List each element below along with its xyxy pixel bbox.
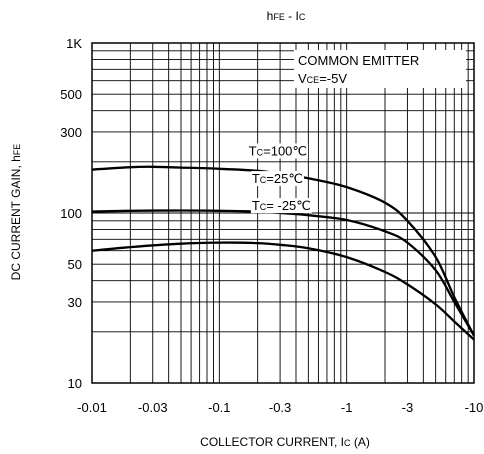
series-label: TC=25℃ [250, 171, 304, 187]
series-line [91, 241, 475, 341]
series-label-bg [250, 171, 304, 187]
y-tick-label: 10 [68, 376, 82, 391]
series-labels: TC=100℃ TC=25℃ TC= -25℃ [247, 143, 312, 214]
series-line [91, 209, 475, 337]
x-tick-label: -3 [402, 400, 414, 415]
conditions-box [294, 50, 466, 88]
y-tick-label: 100 [60, 206, 82, 221]
series-label-bg [247, 143, 309, 159]
y-tick-labels: 10 30 50 100 300 500 1K [60, 36, 82, 391]
conditions-line-1: COMMON EMITTER [298, 53, 419, 68]
y-tick-label: 500 [60, 87, 82, 102]
y-axis-label: DC CURRENT GAIN, hFE [9, 144, 23, 281]
y-tick-label: 30 [68, 295, 82, 310]
series-label: TC=100℃ [247, 143, 309, 159]
series-label-text: TC= -25℃ [252, 198, 311, 213]
y-tick-label: 300 [60, 125, 82, 140]
series-label-text: TC=100℃ [249, 143, 307, 158]
series-label-bg [250, 198, 312, 214]
y-tick-label: 1K [66, 36, 82, 51]
x-tick-label: -0.3 [269, 400, 291, 415]
x-tick-label: -1 [341, 400, 353, 415]
series-label: TC= -25℃ [250, 198, 312, 214]
x-tick-label: -0.01 [77, 400, 107, 415]
plot-area [91, 42, 475, 384]
x-tick-labels: -0.01 -0.03 -0.1 -0.3 -1 -3 -10 [77, 400, 483, 415]
x-axis-label: COLLECTOR CURRENT, IC (A) [200, 435, 370, 449]
x-tick-label: -0.1 [208, 400, 230, 415]
series-group [91, 165, 476, 341]
conditions-line-2: VCE=-5V [298, 71, 347, 86]
x-tick-label: -10 [465, 400, 484, 415]
x-tick-label: -0.03 [138, 400, 168, 415]
y-tick-label: 50 [68, 257, 82, 272]
series-label-text: TC=25℃ [252, 171, 303, 186]
chart-title: hFE - IC [267, 9, 306, 23]
